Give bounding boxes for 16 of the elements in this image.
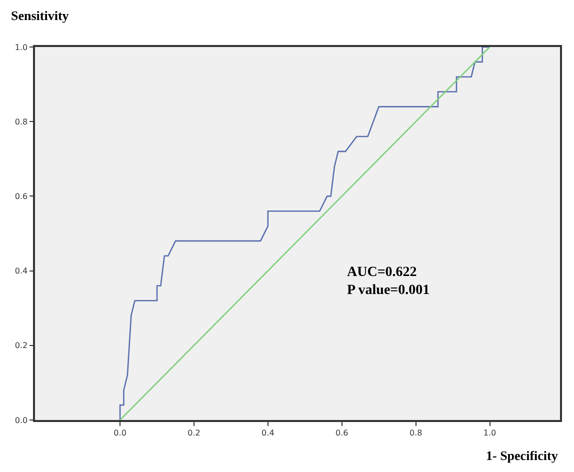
x-axis-title: 1- Specificity [486, 448, 558, 463]
x-tick-label: 0.8 [409, 428, 422, 438]
y-tick-label: 0.0 [14, 416, 28, 425]
x-tick-label: 0.2 [188, 428, 200, 438]
annotation: AUC=0.622 P value=0.001 [347, 265, 430, 298]
y-tick-label: 0.8 [14, 117, 28, 126]
y-tick-label: 0.6 [14, 192, 28, 201]
x-tick-label: 0.6 [336, 428, 348, 438]
x-tick-label: 0.0 [114, 428, 126, 438]
y-tick-label: 1.0 [14, 42, 28, 52]
line-series [119, 47, 490, 420]
y-axis-title: Sensitivity [11, 8, 70, 23]
x-tick-label: 1.0 [483, 428, 496, 438]
x-tick-label: 0.4 [262, 428, 274, 438]
y-tick-label: 0.4 [14, 266, 28, 276]
y-tick-label: 0.2 [14, 341, 28, 350]
